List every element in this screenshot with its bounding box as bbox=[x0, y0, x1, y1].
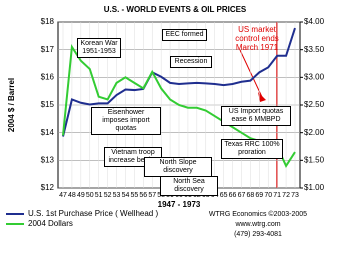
y-tick-label: $17 bbox=[41, 45, 55, 54]
legend-label: U.S. 1st Purchase Price ( Wellhead ) bbox=[28, 209, 158, 218]
x-tick-label: 49 bbox=[77, 192, 85, 199]
x-tick-label: 73 bbox=[291, 192, 299, 199]
annotation: EEC formed bbox=[162, 29, 207, 41]
x-tick-label: 53 bbox=[113, 192, 121, 199]
annotation: Recession bbox=[170, 56, 212, 68]
annotation: Texas RRC 100% proration bbox=[221, 139, 283, 159]
x-tick-label: 56 bbox=[139, 192, 147, 199]
y-tick-label: $15 bbox=[41, 100, 55, 109]
x-tick-label: 68 bbox=[246, 192, 254, 199]
y2-tick-label: $2.00 bbox=[304, 128, 325, 137]
annotation: North Sea discovery bbox=[160, 176, 218, 196]
x-tick-label: 66 bbox=[229, 192, 237, 199]
y-tick-label: $16 bbox=[41, 72, 55, 81]
y-tick-label: $13 bbox=[41, 155, 55, 164]
x-tick-label: 50 bbox=[86, 192, 94, 199]
x-tick-label: 69 bbox=[255, 192, 263, 199]
x-tick-label: 67 bbox=[238, 192, 246, 199]
x-tick-label: 71 bbox=[273, 192, 281, 199]
annotation: Korean War 1951-1953 bbox=[77, 38, 121, 58]
x-axis-title: 1947 - 1973 bbox=[158, 200, 201, 209]
y-tick-label: $14 bbox=[41, 128, 55, 137]
arrow-line bbox=[239, 49, 263, 98]
x-tick-label: 72 bbox=[282, 192, 290, 199]
annotation: US Import quotas ease 6 MMBPD bbox=[221, 106, 291, 126]
y2-tick-label: $3.50 bbox=[304, 45, 325, 54]
y-tick-label: $18 bbox=[41, 17, 55, 26]
y2-tick-label: $1.50 bbox=[304, 155, 325, 164]
y-tick-label: $12 bbox=[41, 183, 55, 192]
legend-label: 2004 Dollars bbox=[28, 219, 73, 228]
annotation: US market control ends March 1971 bbox=[235, 25, 279, 52]
x-tick-label: 47 bbox=[59, 192, 67, 199]
y2-tick-label: $1.00 bbox=[304, 183, 325, 192]
y2-tick-label: $4.00 bbox=[304, 17, 325, 26]
footer-text: WTRG Economics ©2003-2005 bbox=[209, 210, 307, 218]
footer-text: (479) 293-4081 bbox=[234, 231, 282, 238]
x-tick-label: 65 bbox=[220, 192, 228, 199]
x-tick-label: 48 bbox=[68, 192, 76, 199]
y2-tick-label: $2.50 bbox=[304, 100, 325, 109]
footer-text: www.wtrg.com bbox=[234, 221, 280, 228]
x-tick-label: 70 bbox=[264, 192, 272, 199]
y-axis-title: 2004 $ / Barrel bbox=[7, 78, 16, 132]
series-line bbox=[62, 27, 296, 137]
x-tick-label: 55 bbox=[130, 192, 138, 199]
chart-title: U.S. - WORLD EVENTS & OIL PRICES bbox=[104, 5, 247, 14]
x-tick-label: 51 bbox=[95, 192, 103, 199]
annotation: Eisenhower imposes import quotas bbox=[91, 107, 161, 135]
x-tick-label: 52 bbox=[104, 192, 112, 199]
annotation: North Slope discovery bbox=[144, 157, 212, 177]
x-tick-label: 57 bbox=[148, 192, 156, 199]
y2-tick-label: $3.00 bbox=[304, 72, 325, 81]
x-tick-label: 54 bbox=[122, 192, 130, 199]
